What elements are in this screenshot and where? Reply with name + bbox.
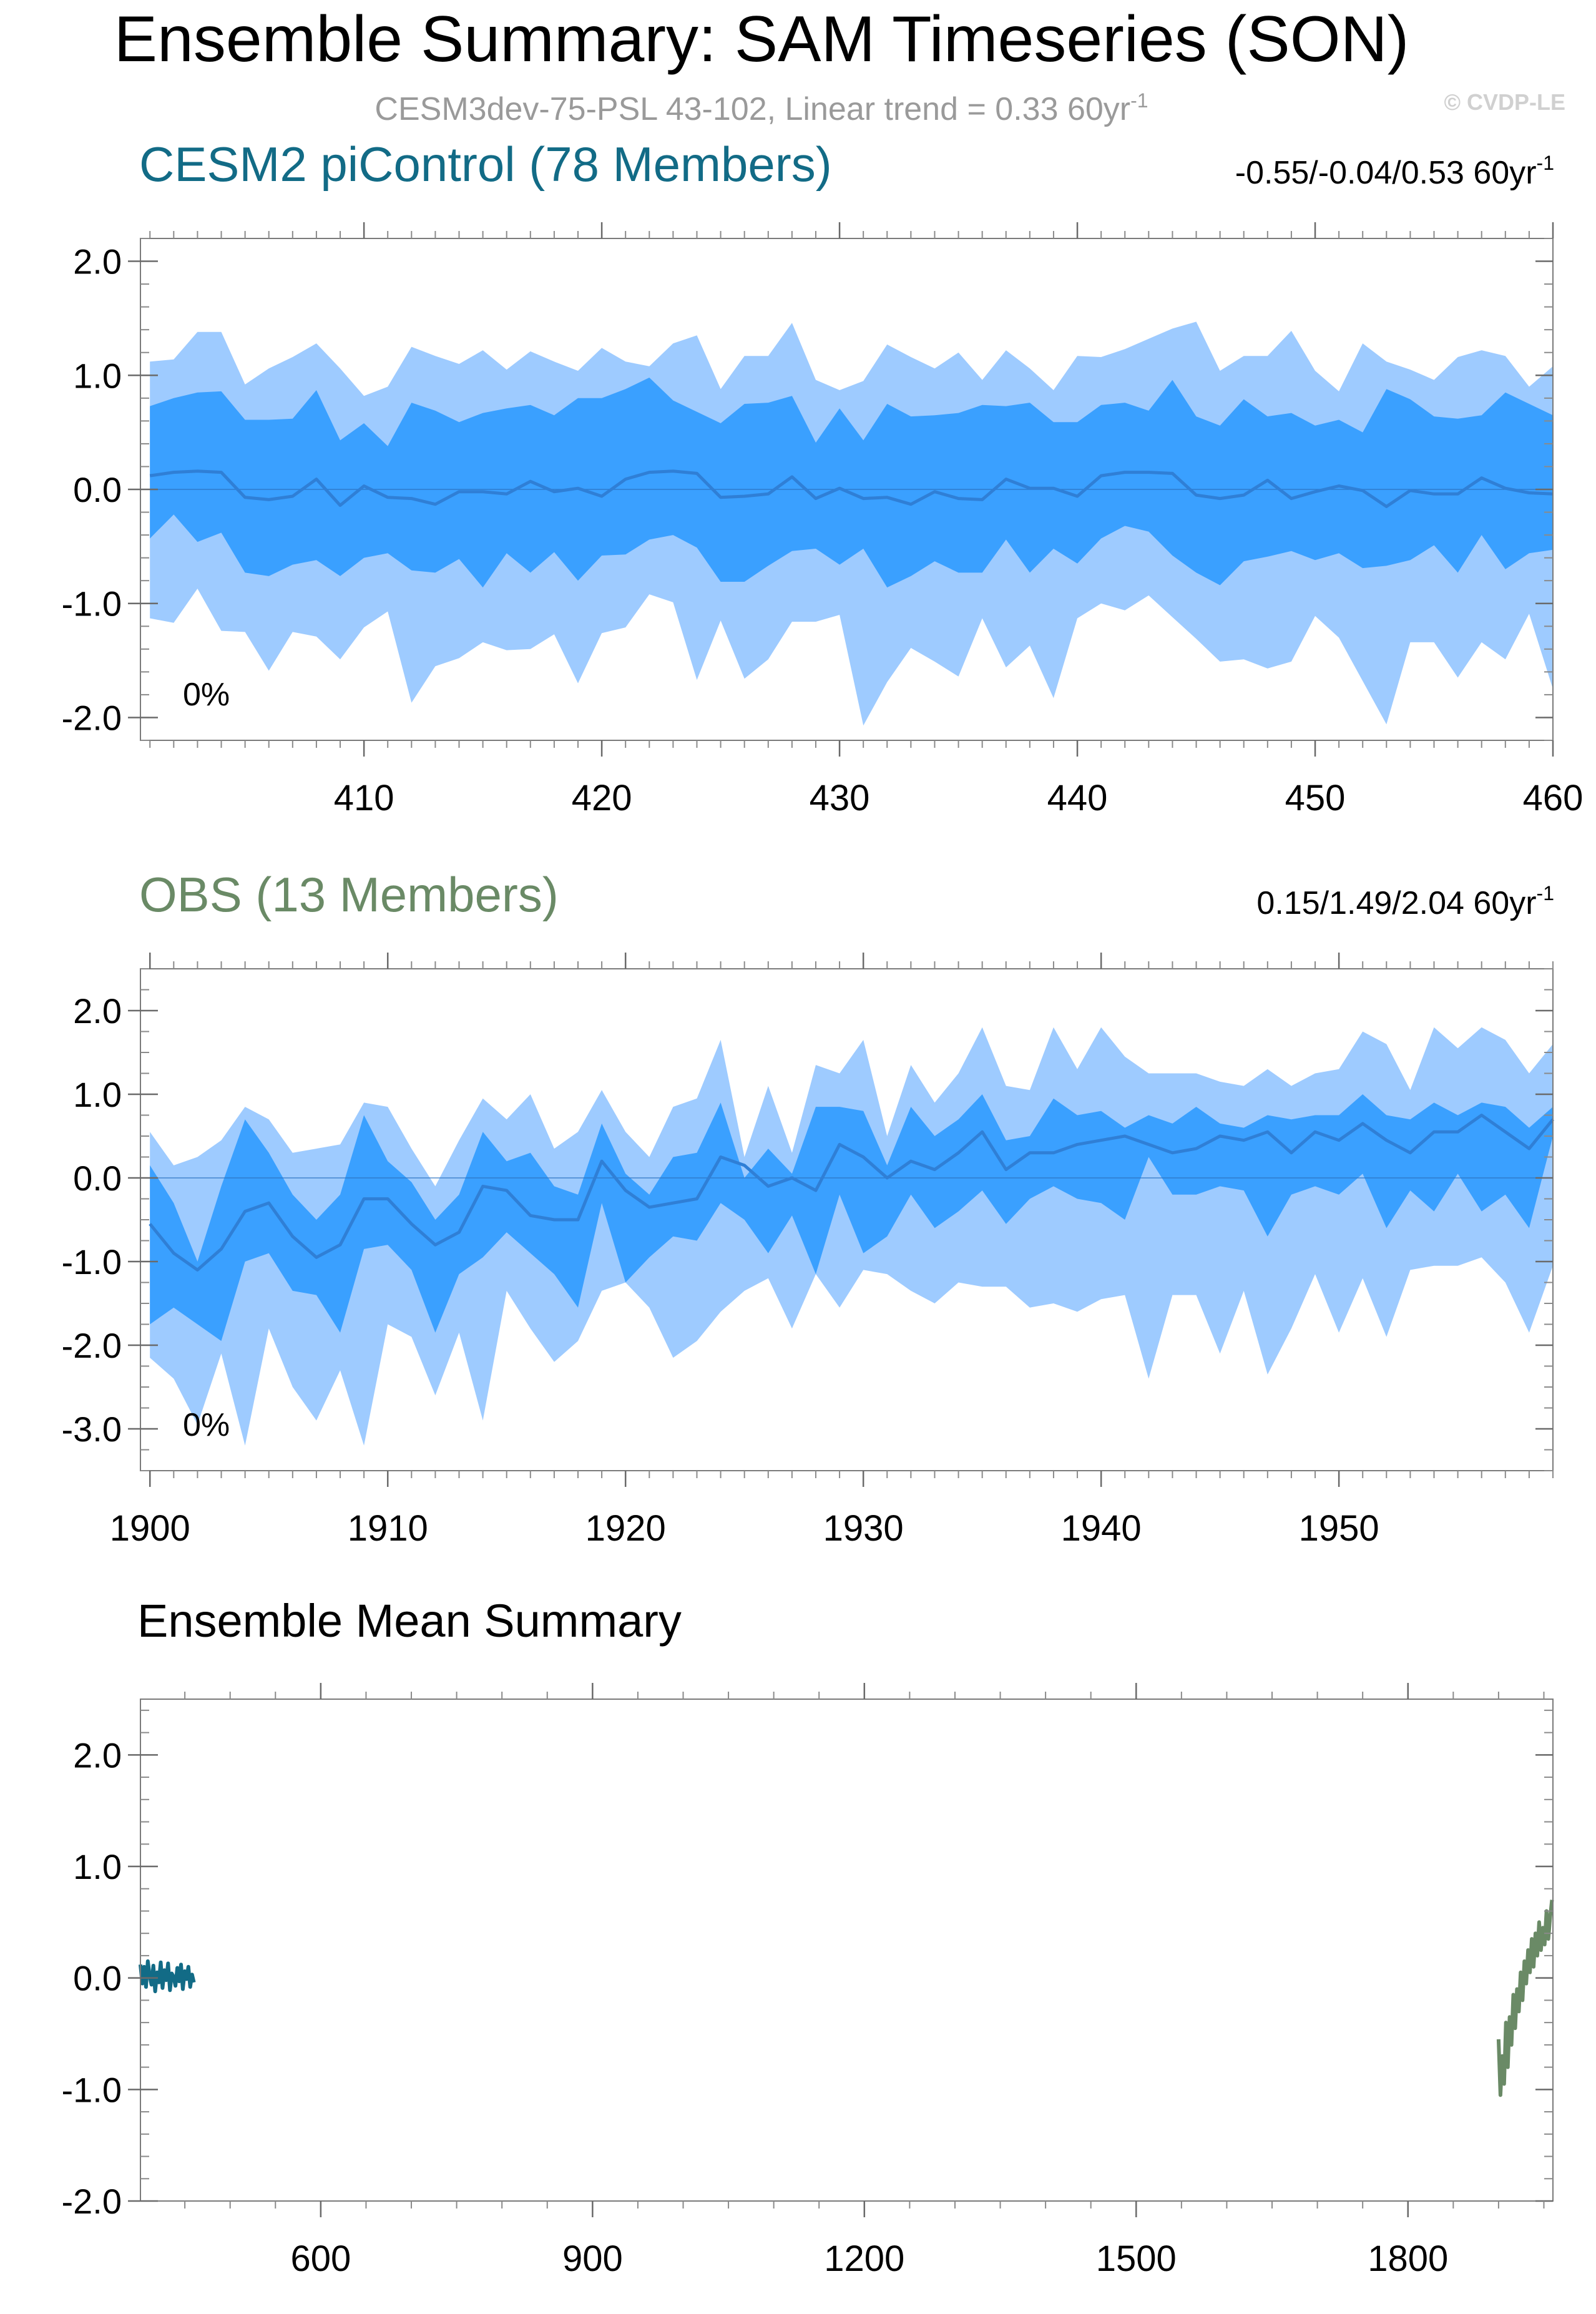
- p2-x-tick-label: 1910: [348, 1508, 428, 1549]
- p2-x-tick-label: 1950: [1299, 1508, 1379, 1549]
- panel-ensemble-mean-plot: 2.0 1.0 0.0 -1.0 -2.0 600 900 1200 1500 1800: [62, 1683, 1554, 2279]
- p3-y-tick-label: 0.0: [73, 1959, 122, 1998]
- p3-y-tick-label: 1.0: [73, 1847, 122, 1886]
- panel-cesm2-trend-sup: -1: [1537, 152, 1554, 174]
- p1-x-tick-label: 460: [1523, 778, 1584, 818]
- p3-x-tick-label: 900: [562, 2238, 623, 2279]
- p2-y-tick-label: -1.0: [62, 1242, 122, 1282]
- p1-y-tick-label: 0.0: [73, 470, 122, 509]
- p1-x-tick-label: 440: [1047, 778, 1108, 818]
- p2-ensemble-mean-line: [149, 1114, 1554, 1272]
- panel-obs-plot: 2.0 1.0 0.0 -1.0 -2.0 -3.0 1900 1910 1920 1930 194…: [62, 953, 1554, 1549]
- p2-inner-band: [150, 1094, 1554, 1341]
- figure-subtitle: CESM3dev-75-PSL 43-102, Linear trend = 0…: [375, 89, 1148, 127]
- p1-inner-band: [150, 377, 1554, 588]
- p2-x-tick-label: 1920: [585, 1508, 666, 1549]
- panel-ensemble-mean: Ensemble Mean Summary 2.0 1.0 0.0 -1.0 -2.0 6…: [62, 1595, 1554, 2279]
- p2-y-tick-label: 1.0: [73, 1075, 122, 1114]
- p3-y-tick-label: 2.0: [73, 1735, 122, 1775]
- p3-frame: [140, 1699, 1554, 2202]
- p1-x-tick-label: 410: [334, 778, 394, 818]
- panel-obs-trend: 0.15/1.49/2.04 60yr-1: [1256, 882, 1554, 921]
- p2-y-tick-label: 2.0: [73, 991, 122, 1031]
- p1-x-tick-label: 420: [572, 778, 632, 818]
- panel-obs-trend-text: 0.15/1.49/2.04 60yr: [1256, 885, 1536, 921]
- p1-y-tick-label: -2.0: [62, 698, 122, 737]
- figure-title: Ensemble Summary: SAM Timeseries (SON): [114, 3, 1409, 76]
- panel-cesm2-plot: 2.0 1.0 0.0 -1.0 -2.0 410 420 430 440 450 460: [62, 222, 1584, 818]
- panel-cesm2: CESM2 piControl (78 Members) -0.55/-0.04…: [62, 137, 1584, 818]
- p1-y-tick-label: 2.0: [73, 242, 122, 282]
- p3-y-tick-label: -1.0: [62, 2070, 122, 2109]
- p3-x-tick-label: 1800: [1368, 2238, 1448, 2279]
- p1-x-tick-label: 430: [810, 778, 870, 818]
- panel-cesm2-trend-text: -0.55/-0.04/0.53 60yr: [1235, 155, 1537, 191]
- p2-y-tick-label: 0.0: [73, 1159, 122, 1198]
- p1-y-tick-label: -1.0: [62, 584, 122, 624]
- p2-x-tick-label: 1900: [110, 1508, 190, 1549]
- panel-obs-trend-sup: -1: [1537, 882, 1554, 905]
- p2-y-tick-label: -3.0: [62, 1409, 122, 1449]
- watermark: © CVDP-LE: [1444, 89, 1565, 115]
- panel-cesm2-title: CESM2 piControl (78 Members): [139, 137, 832, 192]
- figure-subtitle-sup: -1: [1130, 89, 1148, 112]
- p3-cesm2-mean-line: [139, 1959, 196, 1994]
- figure-subtitle-text: CESM3dev-75-PSL 43-102, Linear trend = 0…: [375, 91, 1130, 127]
- p3-obs-mean-line: [1496, 1900, 1554, 2097]
- p3-x-tick-label: 1500: [1096, 2238, 1177, 2279]
- panel-ensemble-mean-title: Ensemble Mean Summary: [137, 1595, 682, 1647]
- p1-y-tick-label: 1.0: [73, 356, 122, 395]
- p1-x-tick-label: 450: [1285, 778, 1346, 818]
- panel-obs-title: OBS (13 Members): [139, 867, 559, 922]
- panel-obs-percent: 0%: [183, 1407, 230, 1443]
- panel-cesm2-percent: 0%: [183, 677, 230, 713]
- panel-cesm2-trend: -0.55/-0.04/0.53 60yr-1: [1235, 152, 1554, 191]
- p3-x-tick-label: 1200: [824, 2238, 904, 2279]
- p2-x-tick-label: 1940: [1061, 1508, 1142, 1549]
- panel-obs: OBS (13 Members) 0.15/1.49/2.04 60yr-1 2…: [62, 867, 1555, 1549]
- p3-y-tick-label: -2.0: [62, 2182, 122, 2221]
- p2-x-tick-label: 1930: [823, 1508, 904, 1549]
- p3-x-tick-label: 600: [290, 2238, 351, 2279]
- p1-ensemble-mean-line: [149, 469, 1554, 508]
- p2-y-tick-label: -2.0: [62, 1326, 122, 1365]
